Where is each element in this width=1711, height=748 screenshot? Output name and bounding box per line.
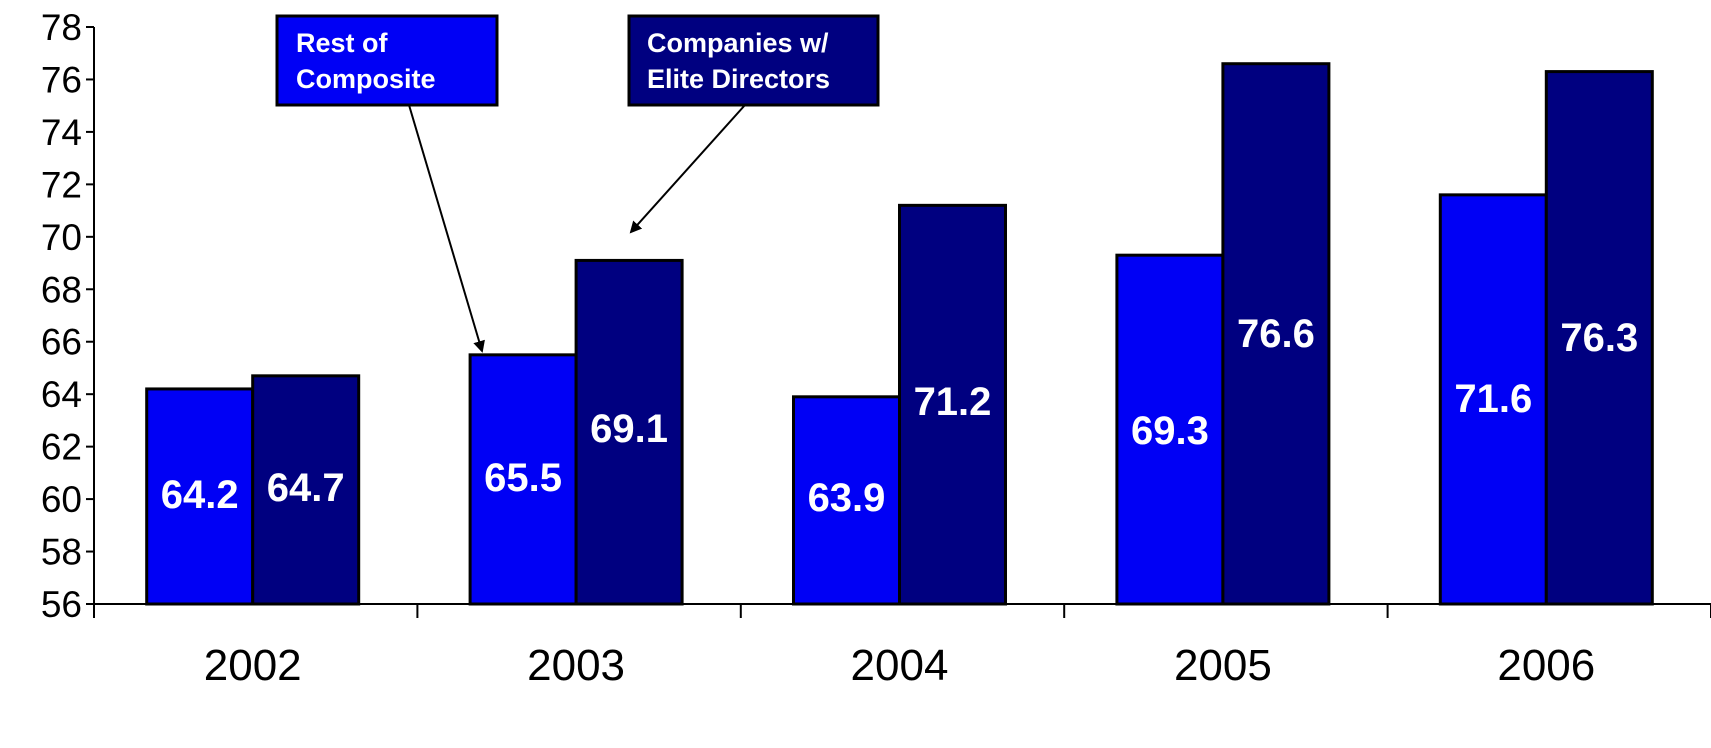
callout-box bbox=[275, 14, 499, 107]
y-tick-label: 62 bbox=[41, 427, 82, 468]
x-category-label: 2006 bbox=[1497, 641, 1595, 690]
callout-text: Elite Directors bbox=[647, 64, 830, 94]
data-label: 64.2 bbox=[161, 473, 239, 517]
y-tick-label: 78 bbox=[41, 7, 82, 48]
data-label: 71.6 bbox=[1454, 377, 1532, 421]
callout-text: Rest of bbox=[296, 28, 389, 58]
bar-elite-directors-2006 bbox=[1544, 70, 1654, 606]
x-category-label: 2005 bbox=[1174, 641, 1272, 690]
bar-elite-directors-2003 bbox=[574, 258, 684, 606]
data-label: 64.7 bbox=[267, 466, 345, 510]
data-labels: 64.2 64.7 65.5 69.1 63.9 71.2 69.3 76.6 71.6 76.3 bbox=[161, 312, 1638, 520]
y-tick-label: 64 bbox=[41, 374, 82, 415]
axes: 56 58 60 62 64 66 68 70 72 74 76 78 2002 2003 2004 2005… bbox=[41, 7, 1711, 690]
x-category-label: 2003 bbox=[527, 641, 625, 690]
bar-elite-directors-2002 bbox=[251, 374, 361, 606]
bar-rest-of-composite-2002 bbox=[145, 387, 255, 606]
bar-rest-of-composite-2004 bbox=[792, 395, 901, 606]
bar-elite-directors-2005 bbox=[1221, 62, 1331, 606]
callout-text: Companies w/ bbox=[647, 28, 829, 58]
callout-arrow bbox=[408, 104, 485, 353]
bar-rest-of-composite-2006 bbox=[1438, 193, 1548, 606]
callout-elite-directors: Companies w/Elite Directors bbox=[627, 14, 880, 234]
callout-text: Composite bbox=[296, 64, 436, 94]
y-tick-label: 74 bbox=[41, 112, 82, 153]
y-tick-label: 56 bbox=[41, 584, 82, 625]
callout-box bbox=[627, 14, 880, 107]
data-label: 65.5 bbox=[484, 456, 562, 500]
data-label: 69.1 bbox=[590, 407, 668, 451]
data-label: 69.3 bbox=[1131, 409, 1209, 453]
y-tick-label: 68 bbox=[41, 269, 82, 310]
bar-rest-of-composite-2005 bbox=[1115, 253, 1225, 606]
data-label: 71.2 bbox=[914, 380, 992, 424]
bars bbox=[145, 62, 1654, 606]
y-tick-label: 60 bbox=[41, 479, 82, 520]
data-label: 76.6 bbox=[1237, 312, 1315, 356]
callout-arrow bbox=[629, 104, 746, 234]
x-category-label: 2002 bbox=[204, 641, 302, 690]
x-category-label: 2004 bbox=[851, 641, 949, 690]
data-label: 63.9 bbox=[808, 476, 886, 520]
y-tick-label: 58 bbox=[41, 532, 82, 573]
y-tick-label: 72 bbox=[41, 164, 82, 205]
callout-rest-of-composite: Rest of Composite bbox=[275, 14, 499, 353]
y-tick-label: 70 bbox=[41, 217, 82, 258]
callouts: Rest of Composite Companies w/Elite Direct… bbox=[275, 14, 880, 353]
data-label: 76.3 bbox=[1560, 316, 1638, 360]
bar-rest-of-composite-2003 bbox=[468, 353, 578, 606]
bar-elite-directors-2004 bbox=[898, 203, 1007, 606]
y-tick-label: 66 bbox=[41, 322, 82, 363]
y-tick-label: 76 bbox=[41, 59, 82, 100]
